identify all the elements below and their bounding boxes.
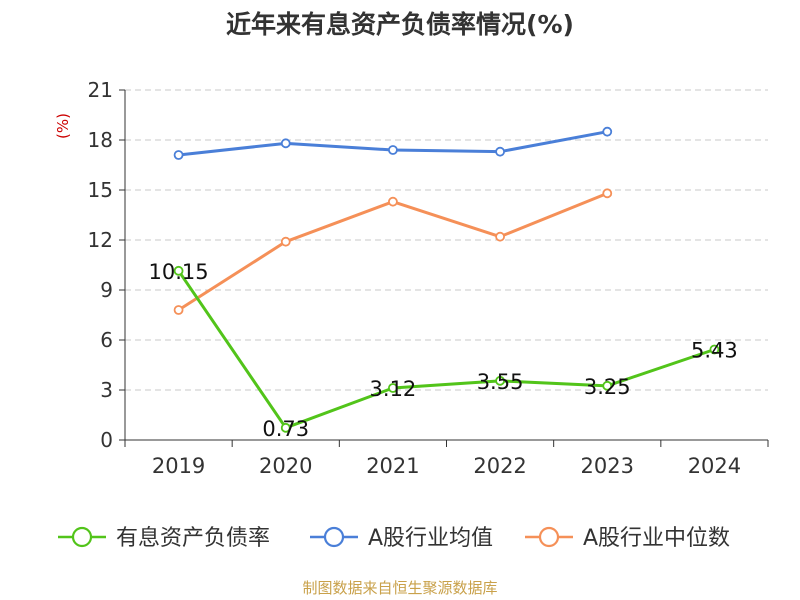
legend-item[interactable]: 有息资产负债率 — [58, 526, 270, 551]
series-line — [177, 269, 716, 430]
data-point — [602, 380, 613, 391]
legend-circle-icon — [323, 526, 345, 548]
y-axis-unit-label: (%) — [54, 113, 72, 139]
y-tick-label: 18 — [88, 128, 113, 152]
data-point — [709, 344, 720, 355]
data-point — [280, 236, 291, 247]
y-tick-label: 12 — [88, 228, 113, 252]
legend-item[interactable]: A股行业中位数 — [525, 526, 730, 551]
data-label: 10.15 — [149, 260, 209, 284]
data-label: 3.55 — [477, 370, 524, 394]
data-point — [602, 188, 613, 199]
legend-label: 有息资产负债率 — [116, 526, 270, 551]
y-tick-label: 6 — [100, 328, 113, 352]
data-point — [495, 231, 505, 242]
legend-circle-icon — [71, 526, 93, 548]
data-point — [280, 138, 291, 149]
data-point — [495, 146, 505, 157]
data-label: 5.43 — [691, 339, 738, 363]
data-point — [173, 305, 184, 315]
series-line — [177, 191, 609, 312]
y-tick-label: 15 — [88, 178, 113, 202]
x-tick-label: 2021 — [366, 454, 419, 478]
data-point — [173, 150, 184, 160]
axes: 0 3 6 9 12 15 18 21 2019 2020 2021 2022 2023 2024 — [88, 78, 769, 478]
data-point — [388, 145, 398, 155]
data-label: 3.25 — [584, 375, 631, 399]
legend[interactable]: 有息资产负债率 A股行业均值 A股行业中位数 — [58, 526, 730, 551]
legend-circle-icon — [538, 526, 560, 548]
data-point — [495, 375, 505, 386]
data-point — [602, 126, 613, 137]
y-tick-label: 9 — [100, 278, 113, 302]
y-tick-label: 3 — [100, 378, 113, 402]
data-label: 3.12 — [370, 377, 417, 401]
data-label: 0.73 — [262, 417, 309, 441]
series-lines — [173, 126, 720, 433]
data-point — [388, 196, 398, 207]
source-note: 制图数据来自恒生聚源数据库 — [302, 579, 497, 597]
x-tick-label: 2022 — [473, 454, 526, 478]
y-tick-label: 21 — [88, 78, 113, 102]
legend-label: A股行业中位数 — [583, 526, 730, 551]
data-point — [280, 422, 291, 433]
data-point — [173, 265, 184, 276]
x-tick-label: 2019 — [152, 454, 205, 478]
x-tick-label: 2020 — [259, 454, 312, 478]
legend-label: A股行业均值 — [368, 526, 493, 551]
y-tick-label: 0 — [100, 428, 113, 452]
legend-item[interactable]: A股行业均值 — [310, 526, 493, 551]
data-point — [388, 383, 398, 393]
x-tick-label: 2023 — [581, 454, 634, 478]
gridlines — [125, 89, 768, 391]
x-tick-label: 2024 — [688, 454, 741, 478]
chart-title: 近年来有息资产负债率情况(%) — [226, 10, 574, 39]
data-labels: 10.15 0.73 3.12 3.55 3.25 5.43 — [149, 260, 738, 441]
